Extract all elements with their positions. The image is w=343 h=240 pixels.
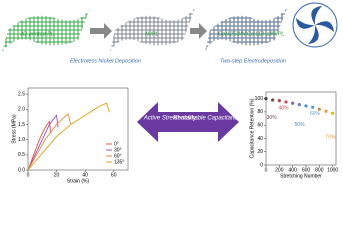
sheets: [2, 2, 338, 52]
point: [284, 100, 288, 104]
center-label: Remarkable Capacitance: [173, 116, 241, 122]
y-tick-label: 0: [260, 162, 263, 168]
process-label: Two-step Electrodeposition: [220, 58, 286, 64]
y-tick-label: 100: [255, 96, 264, 102]
legend-label: 135°: [114, 159, 124, 165]
line: [27, 112, 72, 171]
step-label: 3D-printed PL: [20, 31, 54, 37]
y-axis-label: Capacitance Retention (%): [249, 98, 255, 158]
legend-label: 30°: [114, 147, 122, 153]
x-axis-label: Stretching Number: [280, 173, 322, 179]
annotation: 70%: [325, 135, 336, 141]
point: [304, 104, 308, 108]
plot-frame: [27, 87, 129, 171]
point: [264, 97, 268, 101]
y-axis-label: Stress (MPa): [11, 114, 17, 144]
y-tick-label: 1.0: [18, 137, 25, 143]
x-tick-label: 1000: [327, 167, 338, 173]
point: [311, 105, 315, 109]
legend-label: 0°: [114, 141, 119, 147]
annotation: 30%: [267, 115, 278, 121]
point: [331, 111, 335, 115]
point: [324, 109, 328, 113]
x-tick-label: 800: [315, 167, 324, 173]
point: [291, 101, 295, 105]
process-label: Electroless Nickel Deposition: [70, 58, 141, 64]
arrow: [90, 23, 112, 39]
sheet-coated: [205, 8, 287, 52]
x-tick-label: 0: [265, 167, 268, 173]
y-tick-label: 0.0: [18, 167, 25, 173]
x-tick-label: 600: [302, 167, 311, 173]
plot-frame: [265, 91, 337, 166]
x-tick-label: 0: [27, 172, 30, 178]
y-tick-label: 60: [257, 123, 263, 129]
step-label: Ni/PL: [145, 31, 158, 37]
point: [317, 107, 321, 111]
fan-icon: [296, 6, 334, 44]
x-axis-label: Strain (%): [67, 178, 90, 184]
line: [27, 114, 59, 171]
x-tick-label: 40: [82, 172, 88, 178]
page: 3D-printed PL Ni/PL CoNi2S4/NiCo-LDHs/Ni…: [2, 2, 338, 184]
point: [297, 103, 301, 107]
annotation: 60%: [310, 111, 321, 117]
x-tick-label: 200: [275, 167, 284, 173]
y-tick-label: 1.5: [18, 122, 25, 128]
annotation: 50%: [295, 122, 306, 128]
y-tick-label: 20: [257, 149, 263, 155]
y-tick-label: 40: [257, 136, 263, 142]
arrow: [190, 23, 207, 39]
y-tick-label: 2.5: [18, 91, 25, 97]
y-tick-label: 2.0: [18, 107, 25, 113]
y-tick-label: 80: [257, 109, 263, 115]
sheet-pl: [2, 8, 90, 52]
x-tick-label: 60: [111, 172, 117, 178]
center-label: Active Stretchability: [143, 116, 197, 122]
x-tick-label: 400: [288, 167, 297, 173]
double-arrow: [137, 102, 239, 142]
step-label: CoNi2S4/NiCo-LDHs/Ni/PL: [218, 31, 284, 37]
point: [271, 98, 275, 102]
sheet-ni: [110, 8, 195, 52]
point: [277, 99, 281, 103]
legend-label: 60°: [114, 153, 122, 159]
line: [27, 102, 110, 171]
y-tick-label: 0.5: [18, 152, 25, 158]
annotation: 40%: [278, 105, 289, 111]
x-tick-label: 20: [54, 172, 60, 178]
